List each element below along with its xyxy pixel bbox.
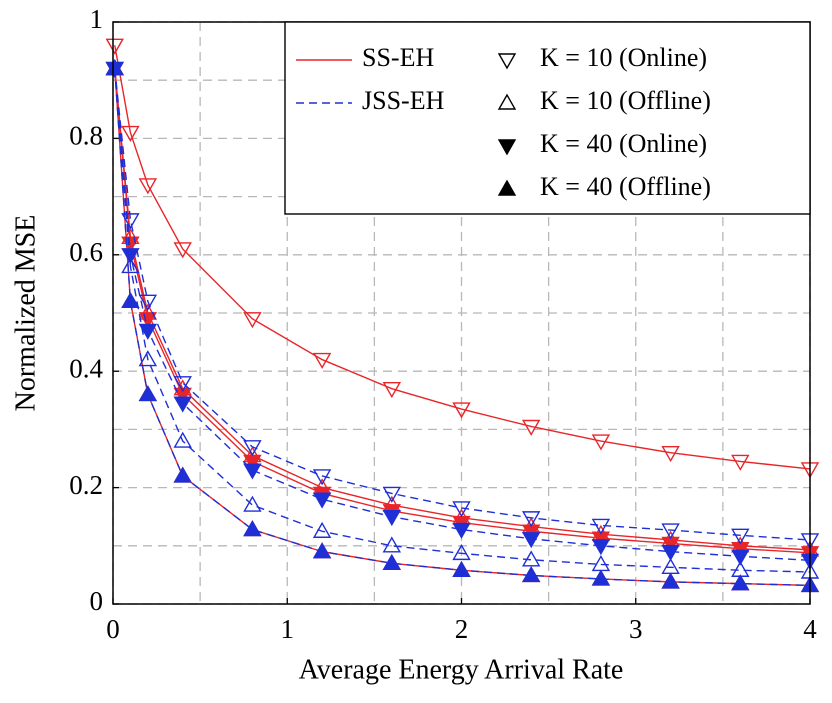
marker [521,511,541,528]
marker [731,454,750,471]
marker [521,566,541,583]
marker [382,553,402,570]
marker [312,542,332,559]
marker [591,569,611,586]
marker [382,510,402,527]
legend: SS-EH JSS-EH K = 10 (Online) K = 10 (Offlin… [284,21,811,215]
marker [452,560,471,577]
marker [312,469,332,486]
marker [661,544,680,562]
marker [173,431,192,448]
marker [452,402,471,419]
marker [138,385,158,402]
marker [661,445,680,463]
marker [105,59,124,76]
marker [591,539,611,556]
marker [243,440,262,457]
legend-label: K = 10 (Offline) [540,86,711,115]
x-tick-label: 1 [281,614,295,644]
marker [121,125,140,142]
marker [243,312,262,329]
series-line [114,45,811,470]
marker [173,242,192,259]
marker [382,536,402,553]
marker [138,323,158,340]
marker [121,291,140,309]
marker [312,352,332,369]
y-tick-label: 1 [90,4,104,34]
y-tick-label: 0.2 [69,470,103,500]
marker [382,381,402,399]
legend-box [284,21,811,215]
x-tick-label: 0 [106,614,120,644]
series-line [114,68,811,541]
marker [312,492,332,509]
marker [382,486,402,503]
x-tick-label: 2 [455,614,469,644]
y-tick-label: 0.8 [69,121,103,151]
legend-label: K = 40 (Offline) [540,172,711,201]
marker [497,179,517,196]
marker [121,257,140,274]
marker [173,466,192,483]
x-tick-label: 4 [803,614,817,644]
marker [661,557,680,575]
marker [138,350,158,367]
y-tick-label: 0 [90,586,104,616]
marker [452,501,471,518]
marker [173,396,192,413]
marker [731,549,750,566]
marker [521,419,541,436]
marker [591,434,611,451]
y-tick-label: 0.6 [69,237,103,267]
marker [452,522,471,539]
marker [138,312,158,329]
marker [591,518,611,535]
marker [497,139,517,156]
marker [452,543,471,561]
marker [661,523,680,540]
marker [661,572,680,589]
marker [243,520,262,537]
y-axis-title: Normalized MSE [10,215,41,412]
y-tick-label: 0.4 [69,353,103,383]
marker [105,38,124,55]
marker [497,53,517,70]
marker [173,376,192,393]
x-axis-title: Average Energy Arrival Rate [299,654,624,685]
marker [138,294,158,311]
x-tick-label: 3 [629,614,643,644]
marker [497,93,517,110]
marker [243,463,262,480]
marker [121,213,140,230]
marker [731,528,750,545]
marker [731,574,750,591]
series-line [114,68,811,573]
marker [173,387,192,404]
marker [312,521,332,538]
marker [521,532,541,549]
legend-label: SS-EH [362,43,434,72]
marker [521,550,541,567]
marker [138,178,158,195]
marker [243,495,262,512]
legend-label: K = 10 (Online) [540,43,707,72]
legend-label: K = 40 (Online) [540,129,707,158]
legend-label: JSS-EH [362,86,445,115]
